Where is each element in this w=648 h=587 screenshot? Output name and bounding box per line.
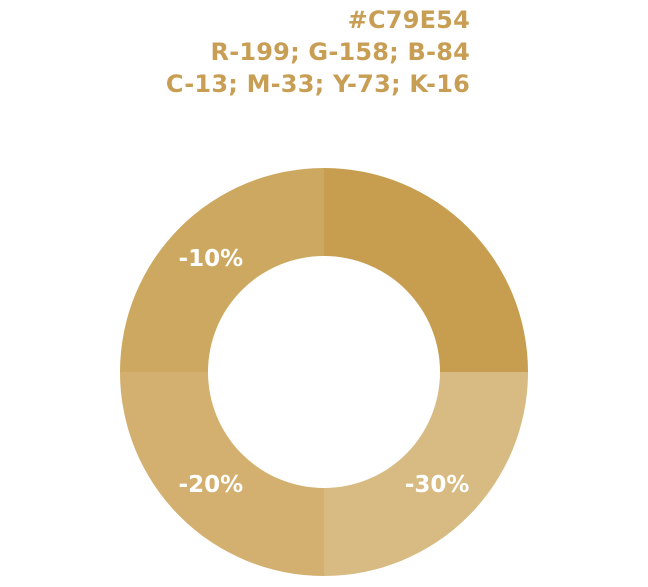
color-swatch-info: #C79E54 R-199; G-158; B-84 C-13; M-33; Y… [166,4,470,100]
donut-slice-3 [120,372,324,576]
cmyk-values: C-13; M-33; Y-73; K-16 [165,70,470,98]
rgb-values: R-199; G-158; B-84 [210,38,470,66]
slice-label-4: -10% [179,246,244,272]
donut-slice-1 [324,168,528,372]
slice-label-3: -20% [179,472,244,498]
slice-label-2: -30% [405,472,470,498]
donut-slice-4 [120,168,324,372]
hex-code: #C79E54 [347,6,470,34]
donut-slice-2 [324,372,528,576]
